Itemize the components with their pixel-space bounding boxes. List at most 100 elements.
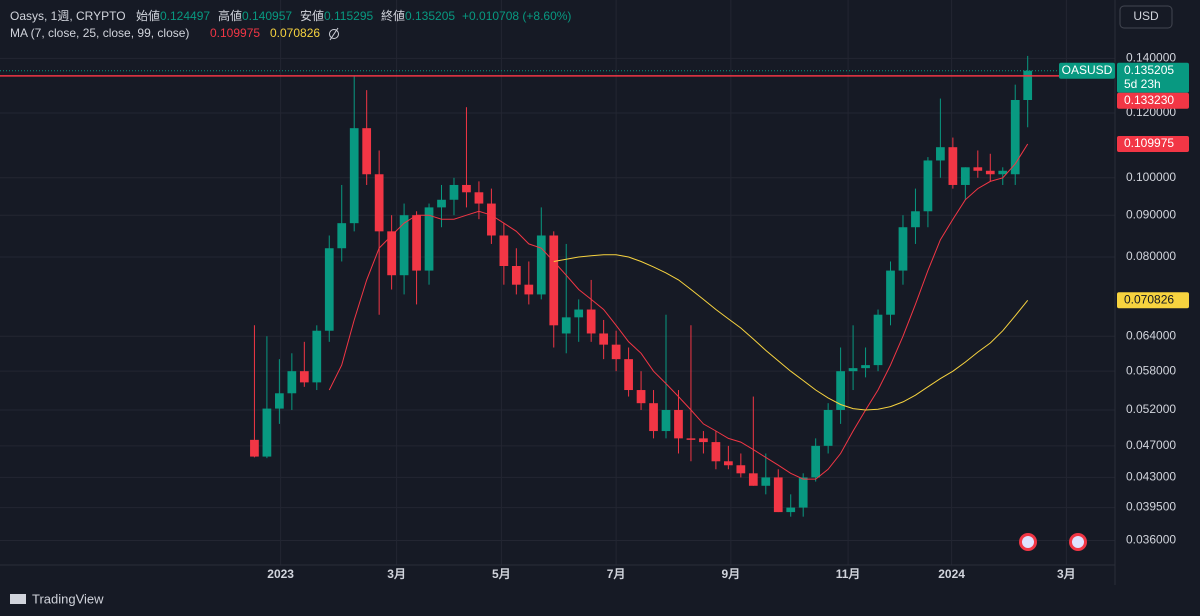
candle-body xyxy=(337,223,347,249)
ma-label[interactable]: MA (7, close, 25, close, 99, close) xyxy=(10,26,189,40)
event-icon xyxy=(1072,536,1084,548)
brand: TradingView xyxy=(32,591,104,606)
candle-body xyxy=(524,284,534,295)
candle-body xyxy=(811,445,821,478)
candle-body xyxy=(412,215,421,271)
y-tick-label: 0.039500 xyxy=(1126,500,1176,514)
candle-body xyxy=(948,147,958,185)
plot xyxy=(0,55,1115,517)
candle-body xyxy=(898,227,908,271)
candle-body xyxy=(349,128,359,224)
candle-body xyxy=(748,473,758,486)
candle-body xyxy=(624,359,633,391)
currency-button[interactable] xyxy=(1119,5,1173,29)
ohlc-label: 始値 xyxy=(136,8,160,23)
x-tick-label: 7月 xyxy=(607,567,626,581)
candle-body xyxy=(636,390,646,404)
candle-body xyxy=(661,409,671,432)
candle-body xyxy=(923,160,933,212)
candle-body xyxy=(911,211,920,228)
x-tick-label: 3月 xyxy=(1057,567,1076,581)
x-tick-label: 5月 xyxy=(492,567,511,581)
candle-body xyxy=(686,438,696,440)
candle-body xyxy=(561,317,571,334)
candle-body xyxy=(499,235,509,267)
candle-body xyxy=(474,192,484,204)
candle-body xyxy=(823,409,833,446)
last-price-label: 0.135205 xyxy=(1124,63,1174,77)
candle-body xyxy=(250,439,259,457)
candle-body xyxy=(985,170,995,175)
y-tick-label: 0.064000 xyxy=(1126,328,1176,342)
candle-body xyxy=(387,231,396,276)
price-line-label: 0.133230 xyxy=(1124,93,1174,107)
ma-tag xyxy=(1117,292,1189,309)
y-tick-label: 0.100000 xyxy=(1126,170,1176,184)
candle-body xyxy=(786,507,796,513)
candle-body xyxy=(437,199,446,208)
candle-body xyxy=(674,409,683,439)
header: Oasys, 1週, CRYPTO 始値 0.124497 高値 0.14095… xyxy=(10,8,571,41)
ma-line xyxy=(328,143,1029,480)
candle-body xyxy=(1023,70,1033,100)
ohlc-value: 0.124497 xyxy=(160,9,210,23)
candle-body xyxy=(873,314,883,366)
ohlc-label: 終値 xyxy=(381,8,405,23)
candle-body xyxy=(487,203,496,236)
candle-body xyxy=(449,184,459,200)
event-icons xyxy=(1019,533,1087,551)
candle-body xyxy=(848,368,858,372)
last-price-tag xyxy=(1117,62,1189,93)
x-tick-label: 3月 xyxy=(387,567,406,581)
candle-body xyxy=(312,330,322,383)
candle-body xyxy=(773,477,783,513)
countdown: 5d 23h xyxy=(1124,77,1161,91)
candle-body xyxy=(299,371,309,383)
candle-body xyxy=(511,266,521,285)
ma-tag-label: 0.109975 xyxy=(1124,136,1174,150)
currency[interactable]: USD xyxy=(1133,9,1159,23)
y-tick-label: 0.090000 xyxy=(1126,207,1176,221)
candle-body xyxy=(836,371,845,410)
y-tick-label: 0.120000 xyxy=(1126,105,1176,119)
candle-body xyxy=(936,147,945,161)
candle-body xyxy=(462,184,471,193)
candle-body xyxy=(736,465,746,474)
logo: TradingView xyxy=(10,591,104,606)
ma-value: 0.109975 xyxy=(210,26,260,40)
change: +0.010708 (+8.60%) xyxy=(462,9,571,23)
candle-body xyxy=(998,170,1008,175)
candle-body xyxy=(574,309,584,318)
y-tick-label: 0.140000 xyxy=(1126,51,1176,65)
candle-body xyxy=(599,333,609,345)
ohlc-value: 0.140957 xyxy=(242,9,292,23)
candle-body xyxy=(399,215,409,276)
candle-body xyxy=(649,403,658,432)
candle-body xyxy=(262,408,272,457)
candle-body xyxy=(536,235,546,295)
candle-body xyxy=(960,167,970,185)
ma-tag xyxy=(1117,136,1189,153)
candle-body xyxy=(1010,99,1020,175)
hidden-icon xyxy=(329,29,339,39)
y-tick-label: 0.080000 xyxy=(1126,249,1176,263)
y-tick-label: 0.052000 xyxy=(1126,402,1176,416)
ma-value: 0.070826 xyxy=(270,26,320,40)
x-tick-label: 11月 xyxy=(836,567,861,581)
candle-body xyxy=(724,461,733,466)
candle-body xyxy=(861,365,870,369)
candle-body xyxy=(886,270,895,315)
candle-body xyxy=(798,477,808,508)
ohlc-value: 0.115295 xyxy=(324,9,373,23)
candle-body xyxy=(275,393,284,409)
ohlc-label: 高値 xyxy=(218,8,242,23)
price-line-tag xyxy=(1117,92,1189,109)
symbol-tag xyxy=(1059,62,1115,79)
y-tick-label: 0.058000 xyxy=(1126,363,1176,377)
ma-tag-label: 0.070826 xyxy=(1124,292,1174,306)
x-tick-label: 2023 xyxy=(267,567,294,581)
ma-line xyxy=(553,254,1029,411)
candle-body xyxy=(374,174,384,232)
